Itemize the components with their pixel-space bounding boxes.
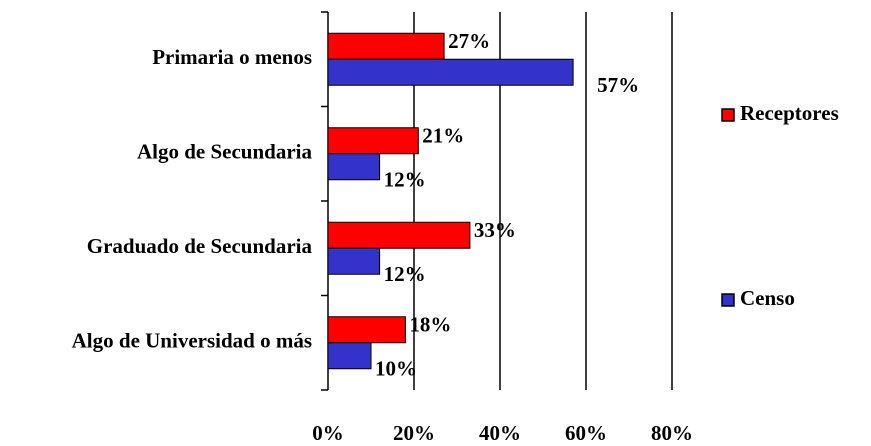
bar xyxy=(327,247,381,275)
y-tick-label: Algo de Universidad o más xyxy=(72,329,312,353)
y-tick-label: Algo de Secundaria xyxy=(137,140,313,164)
legend-label: Censo xyxy=(740,286,795,310)
value-label: 57% xyxy=(597,73,639,97)
legend-swatch xyxy=(721,293,735,307)
value-label: 10% xyxy=(375,357,417,381)
x-tick-label: 40% xyxy=(479,421,521,445)
y-tick-label: Primaria o menos xyxy=(152,45,312,69)
value-label: 27% xyxy=(448,29,490,53)
value-label: 33% xyxy=(474,218,516,242)
value-label: 12% xyxy=(384,262,426,286)
y-tick-label: Graduado de Secundaria xyxy=(87,234,313,258)
bar xyxy=(327,32,445,60)
bar xyxy=(327,153,381,181)
value-label: 18% xyxy=(409,313,451,337)
value-label: 21% xyxy=(422,124,464,148)
legend-swatch xyxy=(721,108,735,122)
x-tick-label: 0% xyxy=(312,421,344,445)
x-tick-label: 80% xyxy=(651,421,693,445)
legend-label: Receptores xyxy=(740,101,839,125)
bar xyxy=(327,221,471,249)
bar xyxy=(327,316,406,344)
x-tick-label: 20% xyxy=(393,421,435,445)
x-tick-label: 60% xyxy=(565,421,607,445)
value-label: 12% xyxy=(384,168,426,192)
bar xyxy=(327,342,372,370)
bar xyxy=(327,58,574,86)
bar xyxy=(327,127,419,155)
